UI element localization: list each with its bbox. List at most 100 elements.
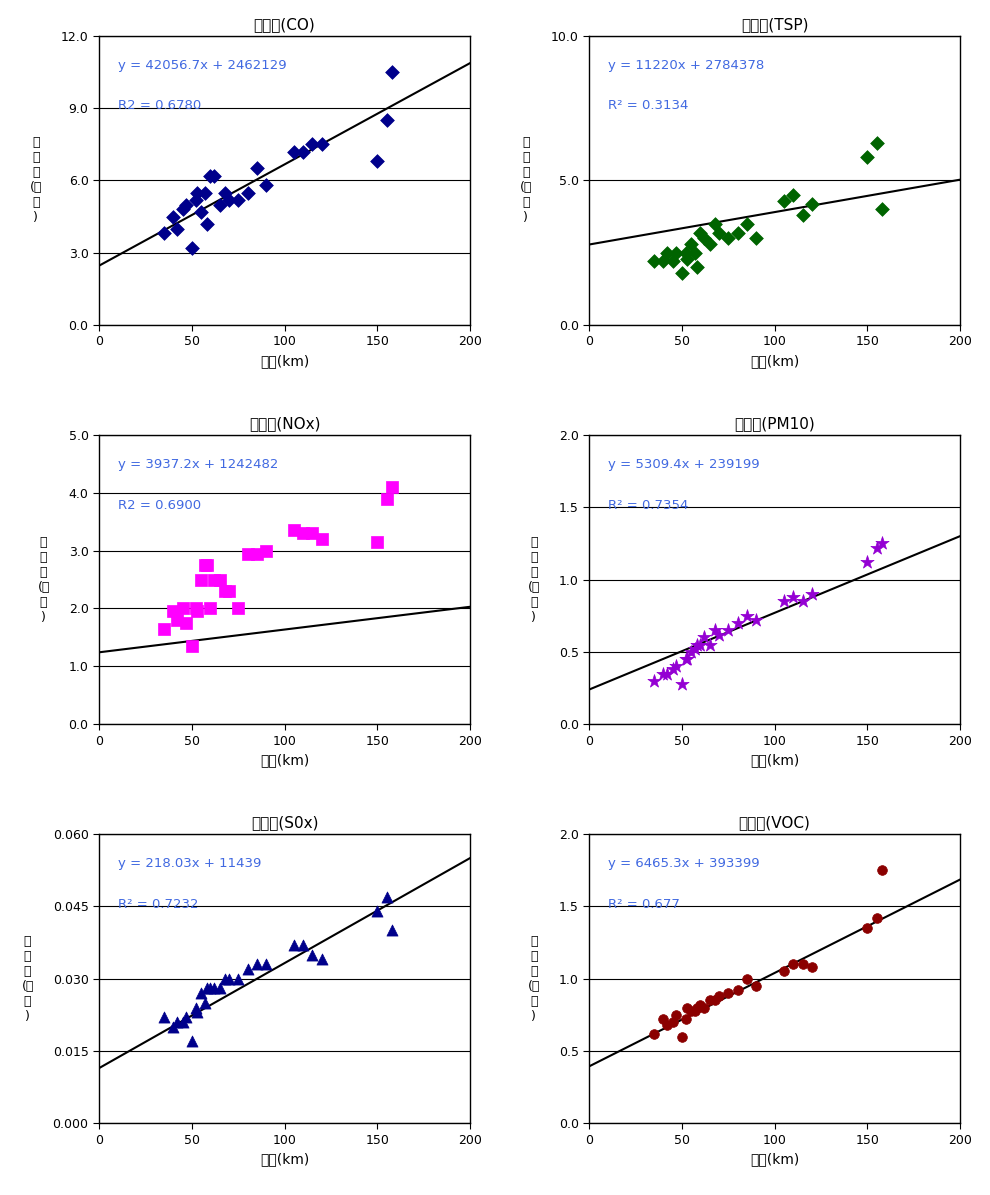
Point [655,1010,671,1029]
Point [305,135,321,154]
X-axis label: 연장(km): 연장(km) [260,1152,309,1166]
Point [721,620,737,639]
Point [702,234,718,253]
Point [730,223,745,243]
Point [721,983,737,1003]
Point [258,176,274,195]
Point [748,976,764,995]
Point [785,955,801,974]
Y-axis label: 배
출
량
(천
톤
): 배 출 량 (천 톤 ) [30,136,42,225]
Text: y = 5309.4x + 239199: y = 5309.4x + 239199 [608,458,759,471]
Point [707,620,723,639]
Point [679,249,695,268]
Point [804,957,820,976]
Text: y = 3937.2x + 1242482: y = 3937.2x + 1242482 [118,458,278,471]
Point [202,599,218,618]
Point [178,1007,194,1027]
Point [189,183,205,202]
Y-axis label: 배
출
량
(천
톤
): 배 출 량 (천 톤 ) [528,535,540,624]
Point [314,950,330,969]
Point [696,998,712,1017]
Point [169,219,185,238]
Point [776,592,792,611]
Point [295,523,311,543]
Point [248,955,264,974]
Point [384,478,400,497]
Point [305,523,321,543]
Point [869,134,885,153]
Point [677,1010,693,1029]
Point [202,166,218,185]
Point [379,887,395,906]
Y-axis label: 배
출
량
(천
톤
): 배 출 량 (천 톤 ) [520,136,532,225]
Point [659,244,675,263]
Point [730,981,745,1000]
Point [739,214,754,233]
X-axis label: 연장(km): 연장(km) [260,354,309,368]
Point [248,544,264,563]
Point [687,1001,703,1021]
Point [646,1024,662,1043]
Y-axis label: 배
출
량
(천
톤
): 배 출 량 (천 톤 ) [528,934,540,1023]
Point [668,1005,684,1024]
X-axis label: 연장(km): 연장(km) [750,1152,799,1166]
Point [721,228,737,247]
Point [696,627,712,646]
X-axis label: 연장(km): 연장(km) [750,354,799,368]
Point [679,998,695,1017]
Point [730,613,745,632]
Text: R² = 0.7232: R² = 0.7232 [118,897,198,911]
Point [197,993,213,1012]
Point [174,1012,190,1031]
Point [668,244,684,263]
Point [156,1007,172,1027]
Point [187,190,204,209]
Point [212,195,228,214]
Point [178,195,194,214]
Point [206,979,222,998]
Point [314,529,330,549]
Point [184,238,200,257]
Text: R² = 0.3134: R² = 0.3134 [608,99,688,112]
Point [659,664,675,684]
Point [785,185,801,204]
Point [692,223,708,243]
Y-axis label: 배
출
량
(천
톤
): 배 출 량 (천 톤 ) [22,934,34,1023]
Point [664,1012,680,1031]
Point [785,588,801,607]
Point [221,190,237,209]
Point [199,979,215,998]
Point [231,969,247,988]
Point [711,625,727,644]
Point [218,183,234,202]
Point [369,152,385,171]
Point [193,202,209,221]
Title: 자동차(CO): 자동차(CO) [253,17,316,32]
Point [659,1016,675,1035]
Point [369,533,385,552]
Point [859,552,875,571]
Point [692,995,708,1015]
Point [156,619,172,638]
Point [221,582,237,601]
Y-axis label: 배
출
량
(천
톤
): 배 출 량 (천 톤 ) [38,535,50,624]
Point [384,62,400,81]
Point [184,637,200,656]
Point [218,582,234,601]
Point [683,643,699,662]
Point [206,166,222,185]
Point [295,936,311,955]
Point [305,945,321,964]
Point [689,998,705,1017]
Point [776,962,792,981]
Point [286,521,302,540]
Point [804,584,820,603]
Point [240,544,255,563]
Point [379,489,395,508]
Text: R² = 0.677: R² = 0.677 [608,897,679,911]
Point [707,991,723,1010]
Point [193,983,209,1003]
Point [646,672,662,691]
Point [664,660,680,679]
Point [202,979,218,998]
